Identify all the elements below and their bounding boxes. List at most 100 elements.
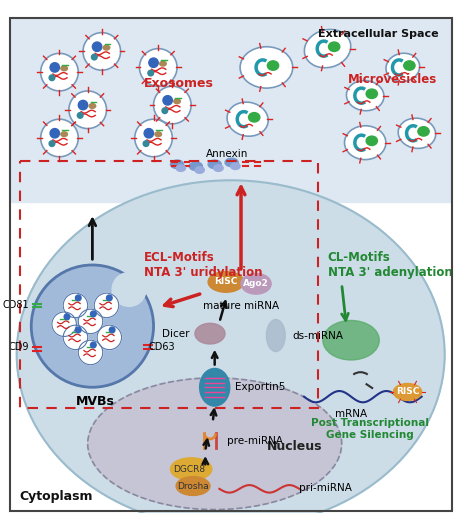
Ellipse shape bbox=[225, 158, 238, 167]
Text: RISC: RISC bbox=[396, 387, 419, 396]
Text: pre-miRNA: pre-miRNA bbox=[227, 436, 283, 446]
Ellipse shape bbox=[189, 162, 202, 170]
Ellipse shape bbox=[61, 132, 67, 136]
Ellipse shape bbox=[248, 113, 260, 122]
Circle shape bbox=[63, 293, 88, 317]
Circle shape bbox=[162, 108, 168, 114]
Circle shape bbox=[78, 309, 103, 334]
Circle shape bbox=[83, 33, 120, 70]
Text: Dicer: Dicer bbox=[162, 329, 189, 339]
Circle shape bbox=[135, 119, 173, 157]
Circle shape bbox=[41, 119, 78, 157]
Ellipse shape bbox=[176, 477, 210, 496]
Text: CL-Motifs
NTA 3' adenylation: CL-Motifs NTA 3' adenylation bbox=[328, 251, 452, 279]
Circle shape bbox=[91, 342, 96, 348]
Text: mature miRNA: mature miRNA bbox=[203, 300, 279, 311]
Circle shape bbox=[75, 295, 81, 300]
Circle shape bbox=[94, 293, 118, 317]
Ellipse shape bbox=[208, 271, 244, 292]
Bar bbox=[20, 161, 318, 408]
Ellipse shape bbox=[366, 136, 377, 145]
Text: CD81: CD81 bbox=[3, 300, 29, 311]
Ellipse shape bbox=[174, 99, 180, 104]
Ellipse shape bbox=[176, 165, 185, 171]
Text: Annexin: Annexin bbox=[206, 149, 248, 159]
Text: Extracellular Space: Extracellular Space bbox=[318, 29, 438, 39]
Text: Nucleus: Nucleus bbox=[267, 440, 322, 453]
Circle shape bbox=[78, 340, 103, 364]
Text: RISC: RISC bbox=[214, 277, 237, 286]
Ellipse shape bbox=[88, 378, 342, 509]
Circle shape bbox=[52, 312, 76, 336]
Circle shape bbox=[91, 311, 96, 317]
Circle shape bbox=[78, 101, 88, 110]
Ellipse shape bbox=[17, 180, 445, 528]
Ellipse shape bbox=[155, 132, 162, 136]
Ellipse shape bbox=[171, 458, 212, 480]
Text: Microvesicles: Microvesicles bbox=[348, 73, 438, 86]
Ellipse shape bbox=[418, 126, 429, 136]
Ellipse shape bbox=[61, 66, 67, 71]
Circle shape bbox=[139, 49, 177, 86]
Circle shape bbox=[41, 53, 78, 91]
Ellipse shape bbox=[328, 42, 340, 51]
Circle shape bbox=[97, 325, 121, 350]
Ellipse shape bbox=[398, 118, 436, 149]
Circle shape bbox=[50, 129, 59, 138]
Ellipse shape bbox=[160, 61, 166, 66]
Circle shape bbox=[163, 96, 173, 105]
Text: CD9: CD9 bbox=[9, 342, 29, 352]
Ellipse shape bbox=[267, 61, 279, 70]
Ellipse shape bbox=[241, 273, 271, 294]
Ellipse shape bbox=[304, 30, 351, 68]
Bar bbox=[10, 19, 451, 202]
Text: Exosomes: Exosomes bbox=[144, 77, 214, 90]
Circle shape bbox=[64, 314, 70, 320]
Circle shape bbox=[107, 295, 112, 300]
Circle shape bbox=[49, 75, 55, 80]
Circle shape bbox=[148, 70, 154, 76]
Text: ECL-Motifs
NTA 3' uridylation: ECL-Motifs NTA 3' uridylation bbox=[144, 251, 263, 279]
Text: Cytoplasm: Cytoplasm bbox=[19, 490, 92, 503]
Circle shape bbox=[77, 113, 83, 118]
Circle shape bbox=[92, 42, 102, 51]
Text: Post Transcriptional
Gene Silencing: Post Transcriptional Gene Silencing bbox=[311, 418, 429, 440]
Text: pri-miRNA: pri-miRNA bbox=[300, 483, 352, 493]
Ellipse shape bbox=[323, 321, 379, 360]
Ellipse shape bbox=[393, 384, 422, 400]
Circle shape bbox=[63, 325, 88, 350]
Ellipse shape bbox=[89, 104, 96, 108]
Ellipse shape bbox=[231, 163, 240, 169]
Circle shape bbox=[144, 129, 154, 138]
Ellipse shape bbox=[200, 368, 230, 406]
Ellipse shape bbox=[346, 80, 384, 111]
Circle shape bbox=[50, 63, 59, 72]
Circle shape bbox=[91, 54, 97, 60]
Text: Exportin5: Exportin5 bbox=[236, 382, 286, 393]
Ellipse shape bbox=[404, 61, 415, 70]
Ellipse shape bbox=[345, 126, 386, 160]
Circle shape bbox=[75, 327, 81, 333]
Ellipse shape bbox=[227, 102, 268, 136]
Circle shape bbox=[49, 141, 55, 147]
Circle shape bbox=[69, 91, 107, 129]
Text: CD63: CD63 bbox=[149, 342, 175, 352]
Circle shape bbox=[31, 265, 154, 387]
Ellipse shape bbox=[366, 89, 377, 98]
Text: DGCR8: DGCR8 bbox=[173, 464, 205, 473]
Ellipse shape bbox=[195, 167, 204, 174]
Text: ds-miRNA: ds-miRNA bbox=[293, 331, 344, 341]
Ellipse shape bbox=[266, 320, 285, 351]
Ellipse shape bbox=[386, 53, 419, 81]
Text: Drosha: Drosha bbox=[177, 481, 209, 490]
Text: mRNA: mRNA bbox=[335, 409, 367, 419]
Ellipse shape bbox=[208, 160, 221, 169]
Ellipse shape bbox=[195, 323, 225, 344]
Ellipse shape bbox=[214, 165, 223, 171]
Text: MVBs: MVBs bbox=[76, 395, 115, 408]
Circle shape bbox=[109, 327, 115, 333]
Circle shape bbox=[143, 141, 149, 147]
Ellipse shape bbox=[171, 160, 183, 169]
Circle shape bbox=[149, 58, 158, 67]
Text: Ago2: Ago2 bbox=[243, 279, 269, 288]
